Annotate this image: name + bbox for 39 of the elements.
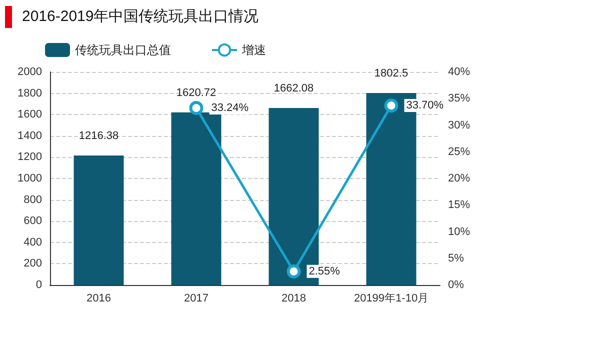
data-label: 33.70%	[406, 100, 444, 112]
y-tick-label: 1200	[18, 151, 42, 164]
y-tick-label: 200	[24, 258, 42, 270]
legend-label: 增速	[241, 43, 266, 57]
data-label: 1620.72	[176, 86, 216, 99]
point	[286, 264, 301, 278]
data-label: 1662.08	[274, 82, 314, 94]
data-label: 1216.38	[78, 130, 119, 142]
y-tick-label: 1000	[18, 172, 42, 184]
y-tick-label: 600	[24, 215, 42, 228]
x-tick-label: 20199年1-10月	[354, 292, 429, 304]
y-tick-label: 1400	[18, 130, 42, 142]
data-label: 2.55%	[308, 265, 340, 278]
x-tick-label: 2018	[282, 292, 306, 304]
bar	[74, 155, 124, 285]
y-tick-label: 0	[36, 279, 42, 291]
point	[384, 98, 398, 113]
data-label: 1802.5	[374, 68, 408, 80]
data-label: 33.24%	[211, 102, 249, 114]
y-tick-label: 800	[24, 194, 42, 206]
y-tick-label: 1800	[18, 87, 42, 100]
point	[189, 101, 204, 115]
y2-tick-label: 35%	[448, 92, 470, 105]
y-tick-label: 400	[24, 236, 42, 248]
y2-tick-label: 25%	[448, 146, 470, 158]
y2-tick-label: 40%	[448, 66, 470, 78]
x-tick-label: 2016	[86, 292, 111, 304]
y2-tick-label: 5%	[448, 252, 464, 264]
legend-label: 传统玩具出口总值	[75, 43, 171, 57]
bar	[171, 112, 222, 285]
y2-tick-label: 20%	[448, 172, 470, 184]
y2-tick-label: 15%	[448, 199, 470, 212]
y-tick-label: 1600	[18, 108, 42, 121]
y-tick-label: 2000	[18, 66, 42, 78]
y2-tick-label: 0%	[448, 279, 464, 291]
y2-tick-label: 30%	[448, 119, 470, 132]
chart-title: 2016-2019年中国传统玩具出口情况	[22, 7, 259, 27]
x-tick-label: 2017	[184, 292, 208, 304]
y2-tick-label: 10%	[448, 226, 470, 238]
